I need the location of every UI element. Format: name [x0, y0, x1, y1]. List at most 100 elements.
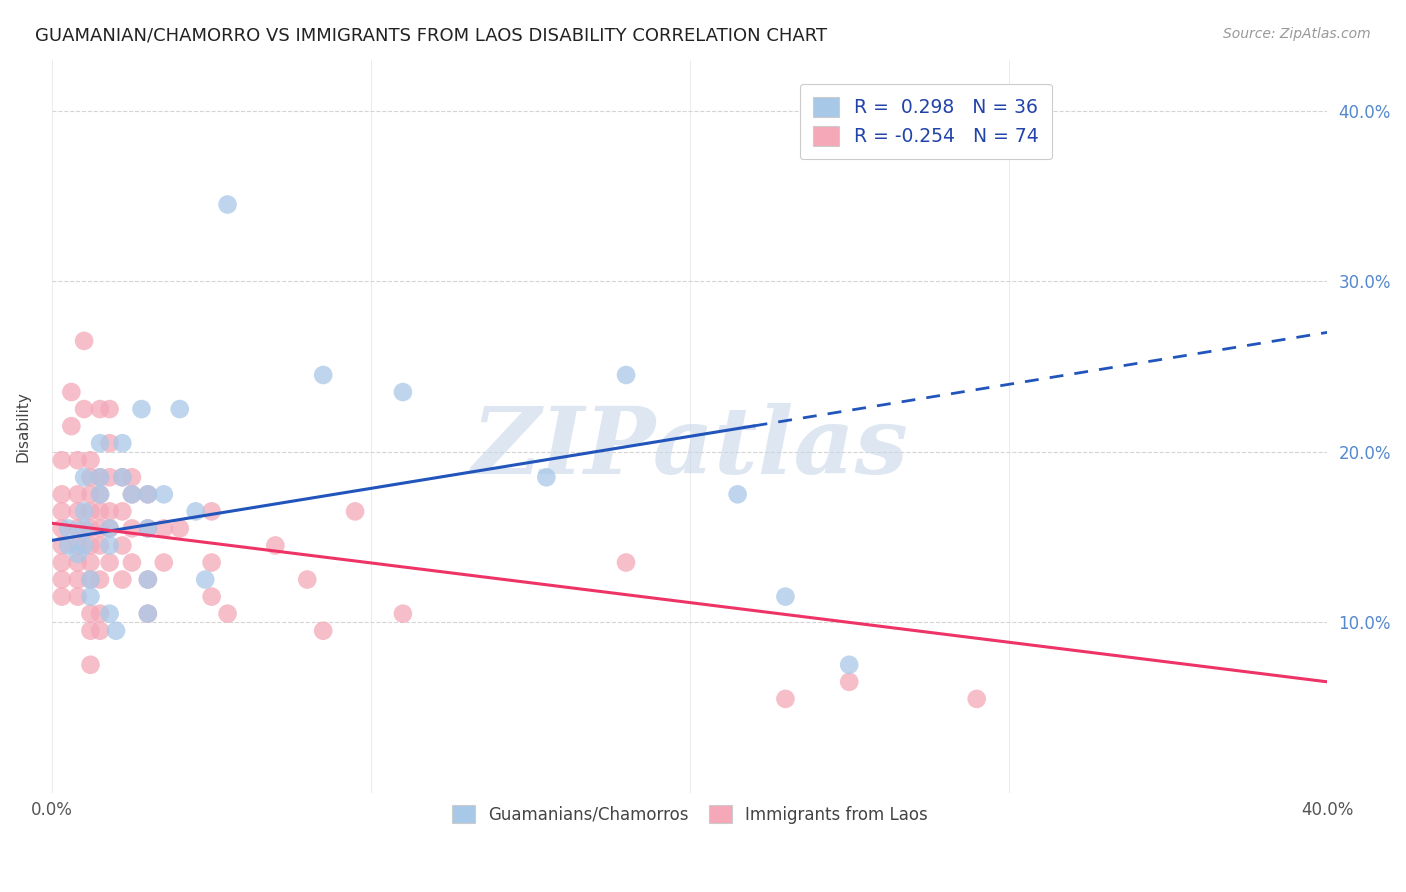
Point	[66, 487, 89, 501]
Point	[51, 521, 73, 535]
Point	[89, 521, 111, 535]
Point	[131, 402, 153, 417]
Point	[264, 539, 287, 553]
Point	[153, 487, 176, 501]
Point	[79, 657, 101, 672]
Point	[98, 470, 121, 484]
Point	[169, 521, 191, 535]
Point	[79, 504, 101, 518]
Point	[201, 590, 224, 604]
Point	[121, 470, 143, 484]
Point	[89, 470, 111, 484]
Point	[98, 607, 121, 621]
Point	[136, 573, 159, 587]
Point	[79, 573, 101, 587]
Point	[111, 436, 134, 450]
Point	[51, 453, 73, 467]
Point	[89, 470, 111, 484]
Point	[89, 573, 111, 587]
Point	[136, 487, 159, 501]
Point	[73, 504, 96, 518]
Point	[136, 607, 159, 621]
Legend: Guamanians/Chamorros, Immigrants from Laos: Guamanians/Chamorros, Immigrants from La…	[440, 794, 939, 836]
Point	[79, 624, 101, 638]
Text: ZIPatlas: ZIPatlas	[471, 403, 908, 493]
Point	[51, 556, 73, 570]
Point	[79, 470, 101, 484]
Point	[73, 334, 96, 348]
Point	[79, 556, 101, 570]
Point	[89, 504, 111, 518]
Point	[98, 504, 121, 518]
Point	[392, 607, 415, 621]
Point	[121, 487, 143, 501]
Point	[194, 573, 217, 587]
Point	[201, 556, 224, 570]
Point	[153, 521, 176, 535]
Point	[66, 539, 89, 553]
Point	[66, 573, 89, 587]
Point	[98, 521, 121, 535]
Point	[66, 556, 89, 570]
Point	[60, 419, 83, 434]
Point	[217, 607, 239, 621]
Point	[51, 487, 73, 501]
Point	[89, 487, 111, 501]
Point	[66, 521, 89, 535]
Point	[89, 607, 111, 621]
Text: Source: ZipAtlas.com: Source: ZipAtlas.com	[1223, 27, 1371, 41]
Point	[217, 197, 239, 211]
Point	[121, 556, 143, 570]
Point	[51, 539, 73, 553]
Point	[79, 539, 101, 553]
Point	[153, 556, 176, 570]
Point	[392, 384, 415, 399]
Point	[89, 436, 111, 450]
Point	[73, 470, 96, 484]
Point	[89, 539, 111, 553]
Point	[136, 487, 159, 501]
Point	[98, 539, 121, 553]
Y-axis label: Disability: Disability	[15, 391, 30, 461]
Point	[111, 573, 134, 587]
Point	[66, 504, 89, 518]
Point	[136, 573, 159, 587]
Point	[775, 692, 797, 706]
Point	[98, 521, 121, 535]
Point	[51, 573, 73, 587]
Point	[89, 487, 111, 501]
Point	[79, 487, 101, 501]
Point	[169, 402, 191, 417]
Point	[73, 539, 96, 553]
Point	[121, 487, 143, 501]
Point	[79, 590, 101, 604]
Point	[79, 573, 101, 587]
Point	[79, 453, 101, 467]
Point	[136, 607, 159, 621]
Point	[614, 368, 637, 382]
Point	[104, 624, 127, 638]
Point	[73, 521, 96, 535]
Point	[312, 624, 335, 638]
Point	[184, 504, 207, 518]
Point	[838, 657, 860, 672]
Point	[136, 521, 159, 535]
Point	[297, 573, 319, 587]
Point	[111, 504, 134, 518]
Point	[111, 539, 134, 553]
Point	[136, 521, 159, 535]
Point	[89, 624, 111, 638]
Point	[838, 674, 860, 689]
Point	[56, 521, 79, 535]
Point	[79, 521, 101, 535]
Point	[775, 590, 797, 604]
Point	[98, 556, 121, 570]
Point	[66, 547, 89, 561]
Point	[111, 470, 134, 484]
Point	[201, 504, 224, 518]
Point	[73, 402, 96, 417]
Point	[614, 556, 637, 570]
Point	[111, 470, 134, 484]
Point	[66, 590, 89, 604]
Point	[79, 607, 101, 621]
